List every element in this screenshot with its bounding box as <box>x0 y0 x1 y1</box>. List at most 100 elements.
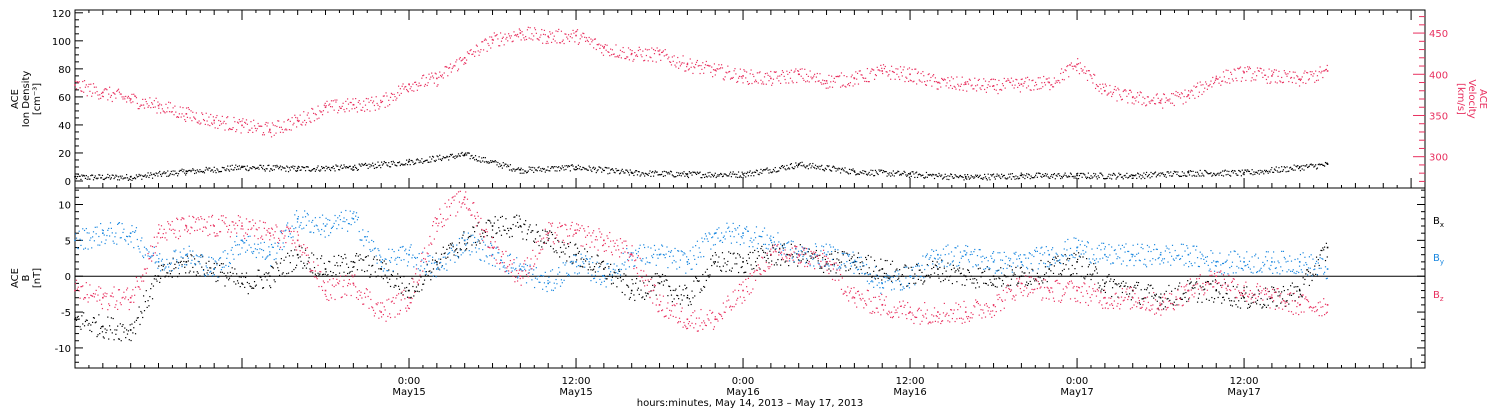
density-series-dot <box>435 159 437 161</box>
density-series-dot <box>384 162 386 164</box>
by-series-point <box>881 282 884 285</box>
velocity-series-dot <box>1120 99 1123 101</box>
density-series-dot <box>249 167 251 169</box>
bx-series-dot <box>821 267 823 269</box>
bx-series-dot <box>720 269 722 271</box>
density-series-dot <box>1221 174 1223 177</box>
velocity-series-dot <box>1107 93 1109 95</box>
by-series-dot <box>91 236 94 238</box>
density-series-dot <box>702 174 704 176</box>
density-series-dot <box>968 178 971 180</box>
bx-series-dot <box>379 259 381 261</box>
density-series-dot <box>256 167 258 169</box>
velocity-series-dot <box>1186 96 1188 98</box>
by-series-dot <box>312 232 315 234</box>
by-series-dot <box>214 260 216 262</box>
density-series-dot <box>472 157 474 159</box>
density-series-dot <box>755 169 758 171</box>
velocity-series-dot <box>1194 97 1196 99</box>
bx-series-dot <box>151 298 154 300</box>
velocity-series-point <box>797 73 800 76</box>
density-series-dot <box>1315 164 1317 166</box>
by-series-dot <box>488 263 490 265</box>
velocity-series-dot <box>641 56 643 58</box>
bx-series-dot <box>171 276 173 278</box>
bx-series-dot <box>1079 256 1081 258</box>
bx-series-dot <box>1123 285 1125 287</box>
density-series-dot <box>794 166 796 168</box>
bx-series-dot <box>581 265 583 268</box>
velocity-series-dot <box>320 111 322 113</box>
velocity-series-dot <box>1176 95 1178 97</box>
bx-series-dot <box>948 279 950 281</box>
velocity-series-dot <box>553 35 555 37</box>
bx-series-dot <box>1204 288 1206 290</box>
density-series-dot <box>822 169 825 171</box>
density-series-point <box>296 167 299 170</box>
by-series-dot <box>211 275 214 277</box>
by-series-dot <box>161 258 163 260</box>
bx-series-dot <box>465 249 467 251</box>
density-series-dot <box>1153 173 1155 175</box>
velocity-series-dot <box>1242 70 1244 72</box>
bx-series-dot <box>259 276 261 278</box>
bx-series-dot <box>740 266 742 269</box>
density-series-dot <box>1055 174 1057 176</box>
density-series-dot <box>529 168 531 171</box>
density-series-dot <box>1033 177 1035 179</box>
velocity-series-dot <box>93 86 95 88</box>
bx-series-dot <box>609 273 611 275</box>
bx-series-point <box>436 261 438 263</box>
density-series-dot <box>1164 174 1166 176</box>
velocity-series-dot <box>710 71 712 74</box>
density-series-dot <box>967 174 969 176</box>
velocity-series-dot <box>931 85 933 87</box>
density-series-dot <box>922 174 924 176</box>
density-series-dot <box>1005 178 1007 180</box>
density-series-dot <box>1184 174 1186 176</box>
density-series-dot <box>753 175 755 177</box>
density-series-dot <box>356 169 359 171</box>
velocity-series-dot <box>536 38 538 40</box>
velocity-series-dot <box>181 113 183 115</box>
by-series-dot <box>199 263 201 265</box>
velocity-series-dot <box>621 51 623 53</box>
bx-series-dot <box>533 241 536 243</box>
density-series-dot <box>163 171 165 173</box>
bx-series-dot <box>1052 258 1054 260</box>
density-series-dot <box>1161 173 1163 175</box>
velocity-series-dot <box>289 120 291 122</box>
density-series-dot <box>799 162 801 164</box>
density-series-dot <box>970 174 972 177</box>
by-series-dot <box>393 250 395 253</box>
density-series-dot <box>458 155 461 157</box>
velocity-series-dot <box>256 128 258 130</box>
bx-series-dot <box>539 235 541 237</box>
bx-series-dot <box>627 285 629 287</box>
velocity-series-dot <box>503 44 505 46</box>
density-series-dot <box>856 173 858 175</box>
by-series-dot <box>171 269 173 272</box>
velocity-series-dot <box>302 121 304 123</box>
by-series-dot <box>311 221 313 223</box>
velocity-series-dot <box>1061 78 1064 81</box>
by-series-dot <box>369 248 371 251</box>
by-series-dot <box>394 259 396 261</box>
density-series-dot <box>323 167 325 169</box>
velocity-series-dot <box>965 81 967 83</box>
velocity-series-dot <box>779 75 781 77</box>
velocity-series-point <box>463 56 466 59</box>
bx-series-dot <box>814 253 816 255</box>
by-series-dot <box>255 256 257 259</box>
by-series-dot <box>252 252 254 255</box>
density-series-point <box>241 166 243 168</box>
bx-series-dot <box>395 285 397 287</box>
bx-series-dot <box>369 276 371 278</box>
velocity-series-dot <box>78 81 80 83</box>
velocity-series-dot <box>661 51 663 54</box>
bx-series-dot <box>717 261 719 263</box>
velocity-series-dot <box>1075 66 1077 68</box>
density-series-dot <box>520 167 522 169</box>
velocity-series-dot <box>797 70 800 72</box>
density-series-dot <box>934 174 937 176</box>
